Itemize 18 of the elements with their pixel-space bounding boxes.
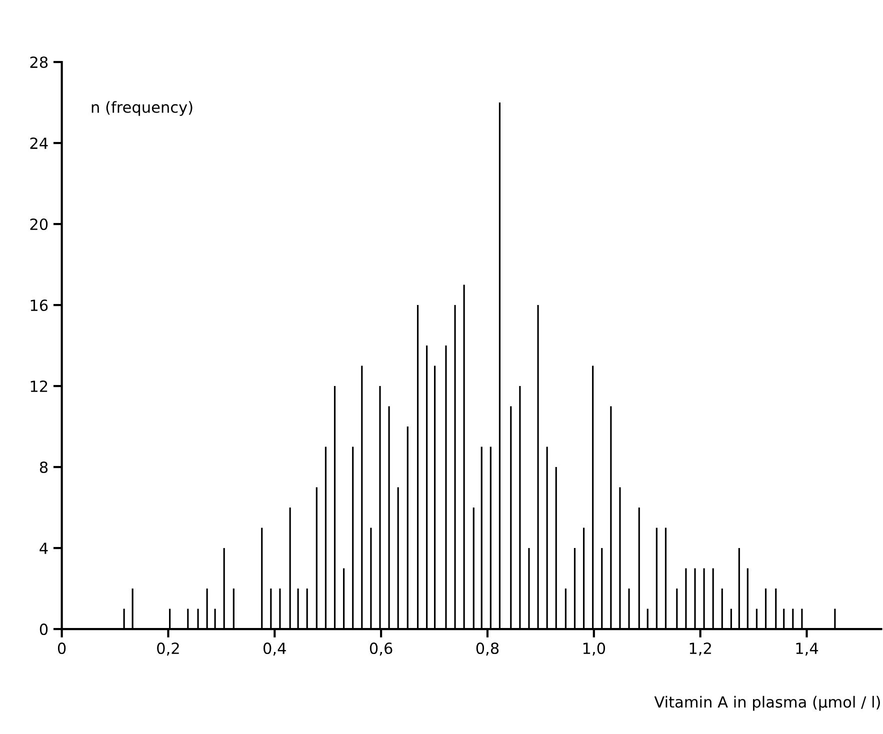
y-tick-label: 24 (30, 137, 48, 149)
y-tick-label: 0 (40, 624, 48, 636)
y-tick-label: 20 (30, 218, 48, 230)
y-axis-title: n (frequency) (92, 101, 192, 116)
y-tick-label: 4 (40, 542, 48, 554)
x-tick-label: 1,2 (690, 642, 711, 656)
x-tick-label: 0,2 (157, 642, 179, 656)
x-axis-title: Vitamin A in plasma (µmol / l) (654, 696, 880, 711)
x-tick-label: 0 (58, 642, 66, 654)
x-tick-label: 1,4 (796, 642, 818, 656)
x-tick-label: 1,0 (583, 642, 606, 656)
x-tick-label: 0,8 (476, 642, 499, 656)
x-tick-label: 0,4 (264, 642, 286, 656)
x-tick-label: 0,6 (370, 642, 392, 656)
y-tick-label: 8 (40, 462, 48, 474)
y-tick-label: 12 (30, 380, 48, 392)
y-tick-label: 16 (30, 299, 48, 312)
y-tick-label: 28 (30, 56, 48, 68)
